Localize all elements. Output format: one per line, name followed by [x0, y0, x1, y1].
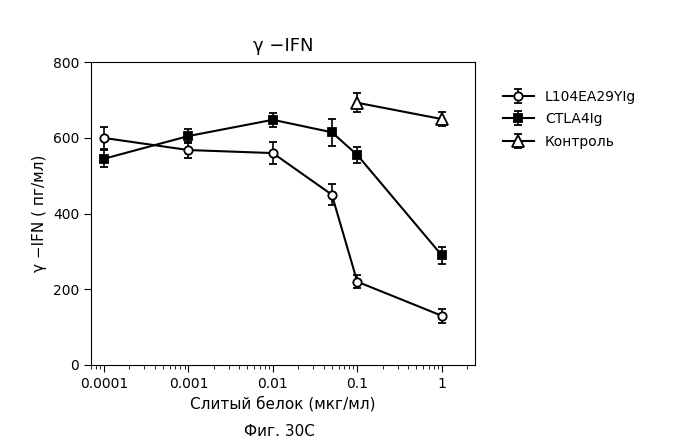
Y-axis label: γ −IFN ( пг/мл): γ −IFN ( пг/мл)	[32, 155, 47, 272]
X-axis label: Слитый белок (мкг/мл): Слитый белок (мкг/мл)	[190, 396, 376, 412]
Text: Фиг. 30C: Фиг. 30C	[244, 424, 315, 439]
Title: γ −IFN: γ −IFN	[253, 37, 313, 55]
Legend: L104EA29YIg, CTLA4Ig, Контроль: L104EA29YIg, CTLA4Ig, Контроль	[498, 85, 642, 154]
